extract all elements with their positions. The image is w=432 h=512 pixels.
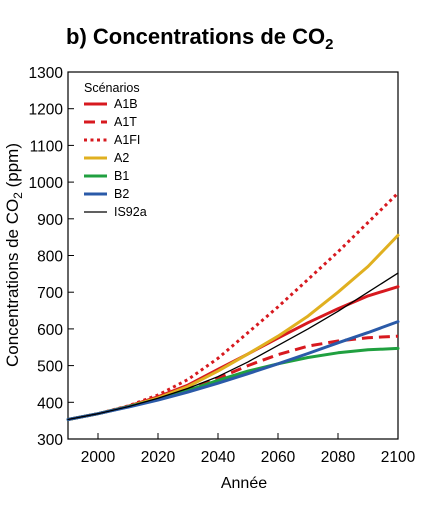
x-tick-label: 2060 bbox=[261, 449, 296, 466]
y-axis-ticks: 300 400 500 600 700 800 900 1000 1100 1200 1300 bbox=[29, 65, 74, 449]
y-tick-label: 1100 bbox=[30, 138, 64, 155]
legend-label-b2: B2 bbox=[114, 187, 129, 201]
legend-label-a1t: A1T bbox=[114, 115, 137, 129]
x-tick-label: 2080 bbox=[321, 449, 356, 466]
x-axis-ticks: 2000 2020 2040 2060 2080 2100 bbox=[81, 433, 416, 466]
y-tick-label: 500 bbox=[37, 359, 63, 376]
x-tick-label: 2000 bbox=[81, 449, 116, 466]
legend-title: Scénarios bbox=[84, 81, 140, 95]
y-axis-label-subscript: 2 bbox=[11, 192, 25, 199]
x-tick-label: 2040 bbox=[201, 449, 236, 466]
chart-title-main: b) Concentrations de CO bbox=[66, 24, 325, 49]
y-tick-label: 700 bbox=[37, 285, 63, 302]
y-tick-label: 1000 bbox=[29, 175, 64, 192]
chart-title-subscript: 2 bbox=[325, 36, 333, 53]
y-axis-label-main: Concentrations de CO bbox=[3, 199, 22, 367]
legend-label-a2: A2 bbox=[114, 151, 129, 165]
legend-label-is92a: IS92a bbox=[114, 205, 147, 219]
y-tick-label: 900 bbox=[37, 212, 63, 229]
y-tick-label: 800 bbox=[37, 249, 63, 266]
series-line-a1fi bbox=[67, 192, 400, 421]
x-tick-label: 2020 bbox=[141, 449, 176, 466]
series-line-a2 bbox=[66, 233, 400, 421]
y-tick-label: 300 bbox=[37, 432, 63, 449]
y-tick-label: 1200 bbox=[29, 102, 64, 119]
series-lines bbox=[66, 192, 400, 421]
legend: Scénarios A1B A1T A1FI A2 B1 B2 IS92a bbox=[84, 81, 147, 219]
x-tick-label: 2100 bbox=[381, 449, 416, 466]
y-tick-label: 1300 bbox=[29, 65, 64, 82]
legend-label-b1: B1 bbox=[114, 169, 129, 183]
legend-label-a1b: A1B bbox=[114, 97, 138, 111]
chart-title: b) Concentrations de CO2 bbox=[66, 24, 333, 53]
y-axis-label-unit: (ppm) bbox=[3, 143, 22, 192]
legend-label-a1fi: A1FI bbox=[114, 133, 140, 147]
y-tick-label: 600 bbox=[37, 322, 63, 339]
y-axis-label: Concentrations de CO2 (ppm) bbox=[3, 143, 25, 367]
plot-area: 300 400 500 600 700 800 900 1000 1100 1200 1300 20… bbox=[29, 65, 416, 466]
y-tick-label: 400 bbox=[37, 395, 63, 412]
series-line-is92a bbox=[67, 272, 399, 421]
x-axis-label: Année bbox=[221, 475, 267, 492]
